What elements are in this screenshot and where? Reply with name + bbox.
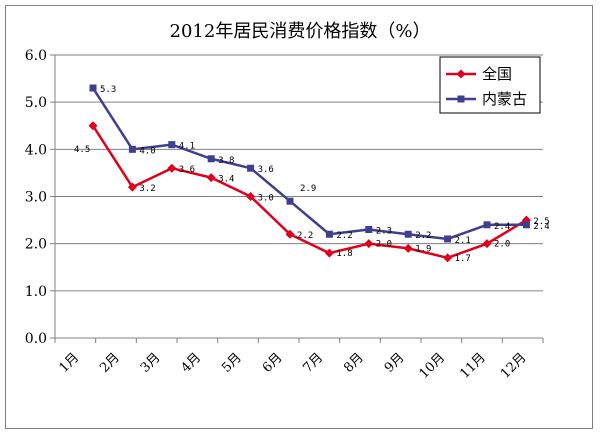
y-tick-label: 0.0	[25, 331, 47, 347]
series-2	[89, 84, 530, 243]
data-point	[444, 235, 452, 243]
plot-series: 4.5 3.2 3.6 3.4 3.0 2.2 1.8 2.0 1.9 1.7 2.0 2.5 5.3 4…	[74, 84, 550, 264]
x-tick-label: 10月	[417, 350, 448, 381]
y-tick-label: 5.0	[25, 95, 47, 111]
series-1	[88, 121, 531, 263]
data-label: 1.9	[415, 244, 431, 254]
data-label: 2.5	[533, 217, 549, 227]
x-tick-label: 12月	[498, 350, 529, 381]
data-label: 3.2	[139, 184, 155, 194]
data-point	[443, 253, 453, 263]
data-point	[324, 248, 334, 258]
x-tick-label: 8月	[341, 350, 367, 376]
x-tick-label: 4月	[179, 350, 205, 376]
gridlines	[55, 54, 543, 292]
data-label: 2.3	[376, 227, 392, 237]
legend-marker	[456, 69, 466, 79]
data-label: 4.5	[74, 145, 90, 155]
data-point	[207, 155, 215, 163]
legend-marker	[457, 95, 465, 103]
data-point	[483, 221, 491, 229]
axes	[50, 54, 544, 343]
series-line	[91, 87, 527, 241]
data-label: 2.9	[300, 184, 316, 194]
data-point	[167, 163, 177, 173]
data-point	[365, 226, 373, 234]
data-point	[285, 229, 295, 239]
data-point	[403, 243, 413, 253]
data-point	[168, 141, 176, 149]
data-point	[364, 239, 374, 249]
x-tick-label: 11月	[457, 350, 488, 381]
data-point	[325, 230, 333, 238]
data-label: 2.0	[494, 240, 510, 250]
x-tick-label: 1月	[57, 350, 83, 376]
data-label: 1.8	[336, 249, 352, 259]
data-point	[286, 197, 294, 205]
data-point	[89, 84, 97, 92]
data-label: 2.2	[336, 231, 352, 241]
y-tick-labels: 0.0 1.0 2.0 3.0 4.0 5.0 6.0	[25, 48, 47, 347]
data-point	[522, 221, 530, 229]
data-label: 3.8	[218, 156, 234, 166]
data-label: 2.0	[376, 240, 392, 250]
data-point	[404, 230, 412, 238]
data-label: 3.6	[258, 165, 274, 175]
legend-label: 全国	[482, 65, 512, 83]
data-point	[206, 173, 216, 183]
x-tick-label: 3月	[138, 350, 164, 376]
data-label: 2.2	[297, 231, 313, 241]
y-tick-label: 6.0	[25, 48, 47, 64]
data-label: 1.7	[455, 254, 471, 264]
data-point	[88, 121, 98, 131]
data-point	[247, 164, 255, 172]
data-label: 4.1	[179, 142, 195, 152]
y-tick-label: 4.0	[25, 142, 47, 158]
data-label: 2.2	[415, 231, 431, 241]
data-label: 3.4	[218, 175, 234, 185]
data-label: 4.0	[139, 146, 155, 156]
legend-box	[439, 56, 541, 114]
legend-label: 内蒙古	[482, 90, 527, 108]
data-point	[482, 239, 492, 249]
data-label: 5.3	[100, 85, 116, 95]
x-tick-label: 2月	[97, 350, 123, 376]
data-point	[246, 192, 256, 201]
x-tick-label: 7月	[301, 350, 327, 376]
x-tick-label: 5月	[219, 350, 245, 376]
data-label: 3.0	[258, 194, 274, 204]
data-point	[127, 182, 137, 192]
data-label: 2.4	[533, 222, 549, 232]
data-label: 3.6	[179, 165, 195, 175]
x-tick-labels: 1月 2月 3月 4月 5月 6月 7月 8月 9月 10月 11月 12月	[57, 350, 530, 381]
chart-title: 2012年居民消费价格指数（%）	[170, 21, 431, 42]
data-point	[128, 145, 136, 153]
y-tick-label: 2.0	[25, 237, 47, 253]
y-tick-label: 1.0	[25, 284, 47, 300]
y-tick-label: 3.0	[25, 190, 47, 206]
series-line	[91, 125, 528, 260]
data-label: 2.4	[494, 222, 510, 232]
data-label: 2.1	[455, 236, 471, 246]
x-tick-label: 9月	[382, 350, 408, 376]
x-tick-label: 6月	[260, 350, 286, 376]
data-labels: 4.5 3.2 3.6 3.4 3.0 2.2 1.8 2.0 1.9 1.7 2.0 2.5 5.3 4…	[74, 85, 550, 264]
